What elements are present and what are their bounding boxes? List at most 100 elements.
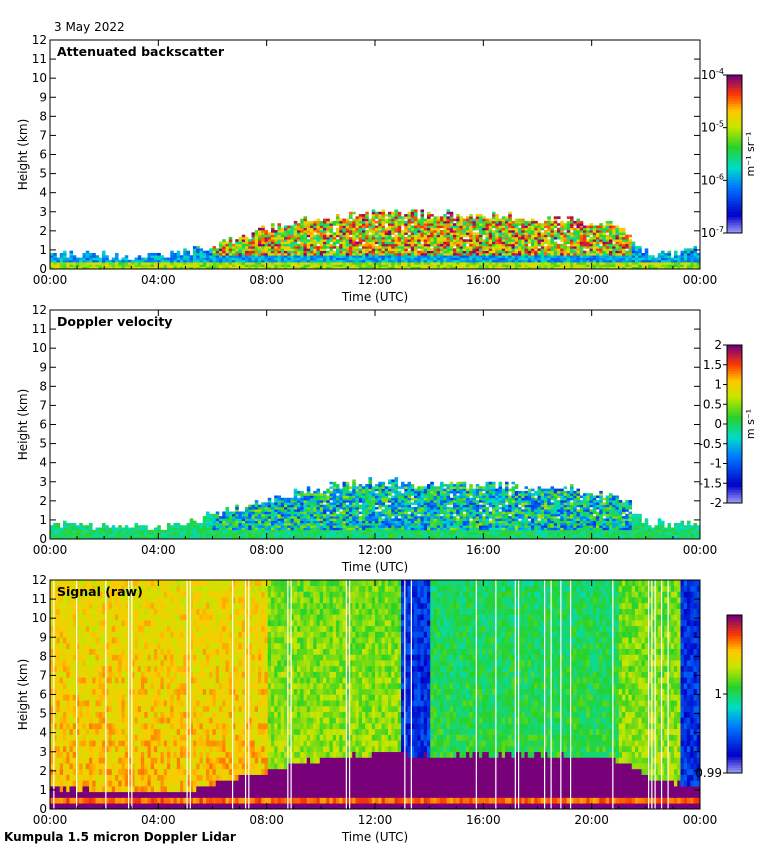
heatmap-cell	[410, 527, 415, 531]
heatmap-cell	[456, 230, 460, 233]
heatmap-cell	[339, 250, 343, 254]
heatmap-cell	[248, 243, 252, 247]
heatmap-cell	[261, 520, 265, 524]
heatmap-cell	[316, 227, 321, 231]
heatmap-cell	[540, 248, 545, 251]
heatmap-cell	[319, 493, 324, 496]
heatmap-cell	[436, 216, 441, 219]
heatmap-cell	[592, 225, 597, 229]
heatmap-cell	[420, 497, 425, 501]
heatmap-cell	[290, 509, 295, 512]
heatmap-cell	[53, 525, 57, 528]
heatmap-cell	[547, 227, 551, 231]
heatmap-cell	[173, 536, 178, 540]
heatmap-cell	[394, 252, 399, 256]
heatmap-cell	[212, 525, 217, 528]
heatmap-cell	[430, 234, 434, 238]
heatmap-cell	[410, 509, 415, 512]
heatmap-cell	[261, 257, 265, 261]
heatmap-cell	[540, 252, 545, 256]
colorbar-swatch	[727, 188, 742, 192]
heatmap-cell	[553, 230, 558, 233]
heatmap-cell	[407, 252, 412, 256]
heatmap-cell	[631, 262, 636, 265]
heatmap-cell	[339, 223, 343, 226]
heatmap-cell	[368, 532, 373, 535]
heatmap-cell	[394, 214, 399, 217]
heatmap-cell	[544, 223, 548, 226]
heatmap-cell	[306, 488, 311, 492]
heatmap-cell	[410, 259, 415, 263]
heatmap-cell	[566, 232, 571, 235]
heatmap-cell	[495, 241, 499, 245]
colorbar-swatch	[727, 114, 742, 118]
heatmap-cell	[368, 246, 373, 249]
heatmap-cell	[157, 259, 161, 263]
heatmap-cell	[599, 236, 603, 240]
heatmap-cell	[368, 266, 373, 270]
heatmap-cell	[352, 506, 356, 510]
heatmap-cell	[196, 525, 200, 528]
heatmap-cell	[540, 264, 545, 268]
heatmap-cell	[131, 529, 135, 533]
heatmap-cell	[563, 248, 568, 251]
heatmap-cell	[508, 230, 512, 233]
heatmap-cell	[102, 264, 106, 268]
heatmap-cell	[427, 259, 431, 263]
heatmap-cell	[352, 486, 356, 489]
heatmap-cell	[677, 255, 681, 258]
heatmap-cell	[570, 227, 574, 231]
heatmap-cell	[384, 246, 389, 249]
heatmap-cell	[433, 536, 438, 540]
heatmap-cell	[687, 264, 691, 268]
heatmap-cell	[446, 220, 451, 224]
heatmap-cell	[495, 227, 499, 231]
heatmap-cell	[124, 259, 129, 263]
heatmap-cell	[440, 248, 444, 251]
heatmap-cell	[157, 525, 161, 528]
heatmap-cell	[264, 522, 269, 526]
heatmap-cell	[163, 529, 168, 533]
heatmap-cell	[394, 534, 399, 538]
heatmap-cell	[527, 250, 532, 254]
heatmap-cell	[362, 248, 366, 251]
heatmap-cell	[547, 259, 551, 263]
heatmap-cell	[511, 227, 516, 231]
heatmap-cell	[589, 252, 594, 256]
heatmap-cell	[417, 522, 421, 526]
heatmap-cell	[141, 527, 145, 531]
heatmap-cell	[375, 230, 379, 233]
heatmap-cells	[50, 477, 701, 540]
heatmap-cell	[443, 266, 447, 270]
heatmap-cell	[358, 230, 363, 233]
heatmap-cell	[323, 493, 327, 496]
heatmap-cell	[388, 230, 392, 233]
heatmap-cell	[56, 522, 61, 526]
heatmap-cell	[414, 506, 418, 510]
heatmap-cell	[472, 236, 477, 240]
heatmap-cell	[687, 266, 691, 270]
heatmap-cell	[436, 259, 441, 263]
heatmap-cell	[232, 250, 236, 254]
heatmap-cell	[394, 259, 399, 263]
heatmap-cell	[401, 255, 405, 258]
heatmap-cell	[453, 255, 457, 258]
heatmap-cell	[514, 230, 519, 233]
heatmap-cell	[446, 243, 451, 247]
heatmap-cell	[329, 232, 334, 235]
heatmap-cell	[339, 532, 343, 535]
heatmap-cell	[404, 511, 408, 515]
heatmap-cell	[144, 536, 148, 540]
heatmap-cell	[251, 532, 256, 535]
heatmap-cell	[300, 264, 304, 268]
heatmap-cell	[362, 246, 366, 249]
heatmap-cell	[349, 262, 353, 265]
heatmap-cell	[284, 266, 288, 270]
heatmap-cell	[466, 255, 470, 258]
heatmap-cell	[404, 518, 408, 521]
heatmap-cell	[352, 527, 356, 531]
heatmap-cell	[355, 262, 360, 265]
heatmap-cell	[362, 529, 366, 533]
heatmap-cell	[524, 241, 529, 245]
heatmap-cell	[524, 252, 529, 256]
